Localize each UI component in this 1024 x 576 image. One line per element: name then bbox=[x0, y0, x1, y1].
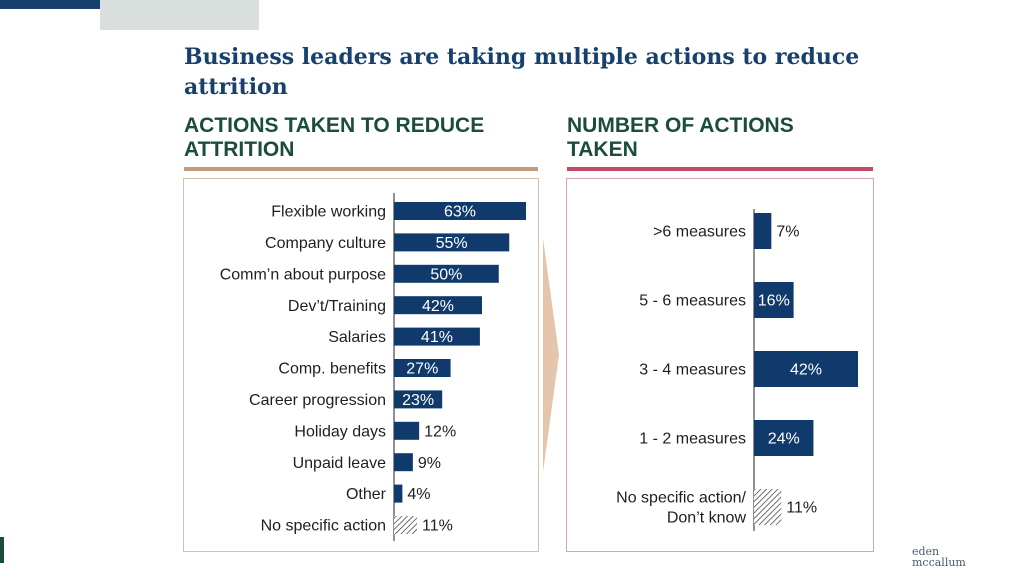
number-of-actions-category-label: No specific action/Don’t know bbox=[616, 490, 746, 527]
actions-bar bbox=[394, 233, 510, 252]
actions-category-label: Comp. benefits bbox=[278, 361, 386, 378]
left-section-heading: ACTIONS TAKEN TO REDUCE ATTRITION bbox=[184, 114, 485, 161]
number-of-actions-bar bbox=[754, 351, 858, 387]
number-of-actions-bar-chart: >6 measures 7% 5 - 6 measures 16% 3 - 4 meas… bbox=[616, 209, 858, 531]
logo-line-1: eden bbox=[912, 545, 940, 558]
number-of-actions-category-label: 3 - 4 measures bbox=[639, 362, 746, 379]
number-of-actions-value-label: 24% bbox=[768, 431, 800, 448]
decor-bar-grey bbox=[100, 0, 259, 30]
actions-category-label: Unpaid leave bbox=[293, 455, 387, 472]
number-of-actions-value-label: 7% bbox=[776, 224, 799, 241]
number-of-actions-bar bbox=[754, 420, 814, 456]
actions-value-label: 23% bbox=[402, 392, 434, 409]
number-of-actions-category-label: 1 - 2 measures bbox=[639, 431, 746, 448]
actions-bar bbox=[394, 516, 418, 534]
actions-category-label: Comm’n about purpose bbox=[220, 266, 386, 283]
number-of-actions-category-label: 5 - 6 measures bbox=[639, 293, 746, 310]
actions-value-label: 27% bbox=[406, 361, 438, 378]
actions-category-label: No specific action bbox=[261, 518, 386, 535]
actions-bar bbox=[394, 390, 443, 409]
decor-bar-green bbox=[0, 537, 4, 563]
actions-bar bbox=[394, 453, 413, 472]
right-heading-rule bbox=[567, 167, 873, 171]
actions-category-label: Holiday days bbox=[294, 423, 386, 440]
actions-bar bbox=[394, 484, 403, 503]
actions-value-label: 63% bbox=[444, 204, 476, 221]
actions-category-label: Salaries bbox=[328, 329, 386, 346]
left-heading-rule bbox=[184, 167, 538, 171]
number-of-actions-value-label: 42% bbox=[790, 362, 822, 379]
number-of-actions-bar bbox=[754, 282, 794, 318]
number-of-actions-value-label: 11% bbox=[786, 500, 817, 517]
flow-arrow-icon bbox=[543, 238, 559, 472]
right-section-heading: NUMBER OF ACTIONS TAKEN bbox=[567, 114, 794, 161]
actions-value-label: 42% bbox=[422, 298, 454, 315]
number-of-actions-bar bbox=[754, 489, 782, 525]
number-of-actions-category-label: >6 measures bbox=[653, 224, 746, 241]
actions-category-label: Career progression bbox=[249, 392, 386, 409]
actions-bar bbox=[394, 421, 420, 440]
actions-value-label: 50% bbox=[430, 266, 462, 283]
actions-value-label: 12% bbox=[424, 423, 456, 440]
actions-category-label: Other bbox=[346, 486, 387, 503]
number-of-actions-panel: >6 measures 7% 5 - 6 measures 16% 3 - 4 meas… bbox=[566, 178, 874, 552]
actions-bar bbox=[394, 264, 499, 283]
actions-value-label: 9% bbox=[418, 455, 441, 472]
actions-category-label: Company culture bbox=[265, 235, 386, 252]
slide-title: Business leaders are taking multiple act… bbox=[184, 44, 860, 100]
actions-bar bbox=[394, 202, 526, 220]
actions-value-label: 4% bbox=[407, 486, 430, 503]
actions-value-label: 41% bbox=[421, 329, 453, 346]
number-of-actions-value-label: 16% bbox=[758, 293, 790, 310]
actions-category-label: Flexible working bbox=[271, 204, 386, 221]
actions-value-label: 55% bbox=[436, 235, 468, 252]
actions-value-label: 11% bbox=[422, 518, 453, 535]
actions-bar-chart: Flexible working 63% Company culture 55% Com… bbox=[220, 193, 526, 541]
actions-bar bbox=[394, 359, 451, 377]
decor-bar-blue bbox=[0, 0, 188, 9]
actions-bar bbox=[394, 296, 482, 315]
actions-category-label: Dev’t/Training bbox=[288, 298, 386, 315]
company-logo: eden mccallum bbox=[912, 546, 966, 568]
logo-line-2: mccallum bbox=[912, 556, 966, 569]
number-of-actions-bar bbox=[754, 213, 772, 249]
actions-chart-panel: Flexible working 63% Company culture 55% Com… bbox=[183, 178, 539, 552]
actions-bar bbox=[394, 327, 480, 346]
